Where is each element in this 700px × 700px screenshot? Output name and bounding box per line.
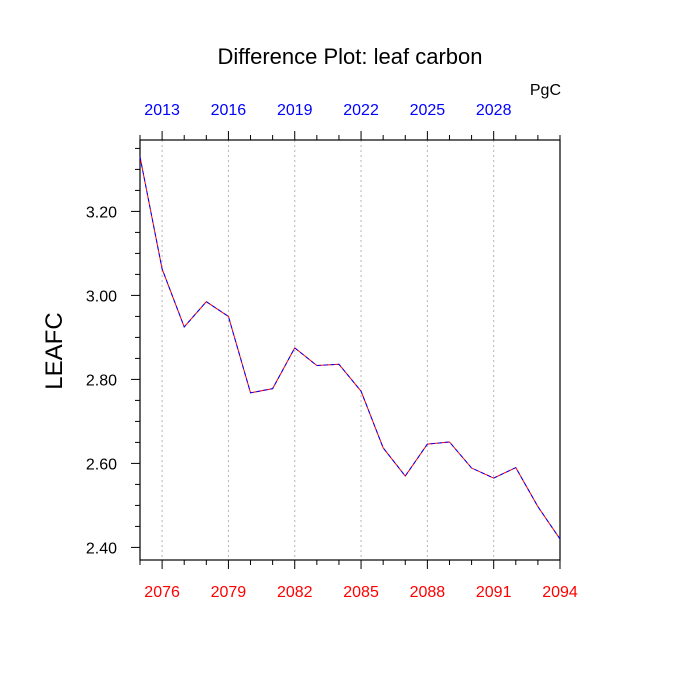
chart-title: Difference Plot: leaf carbon [218, 44, 483, 69]
unit-label: PgC [530, 82, 561, 99]
x-bottom-tick-label: 2085 [343, 584, 379, 601]
plot-frame [139, 139, 561, 561]
x-bottom-tick-label: 2082 [277, 584, 313, 601]
y-tick-label: 3.20 [86, 204, 117, 221]
x-bottom-tick-label: 2076 [144, 584, 180, 601]
y-tick-label: 2.80 [86, 372, 117, 389]
x-bottom-tick-label: 2088 [410, 584, 446, 601]
x-top-tick-label: 2025 [410, 102, 446, 119]
x-bottom-tick-label: 2094 [542, 584, 578, 601]
y-tick-label: 2.40 [86, 540, 117, 557]
x-top-tick-label: 2022 [343, 102, 379, 119]
grid-lines [161, 140, 495, 560]
x-top-tick-label: 2013 [144, 102, 180, 119]
y-axis-label: LEAFC [41, 312, 68, 389]
y-tick-label: 3.00 [86, 288, 117, 305]
x-top-tick-label: 2028 [476, 102, 512, 119]
y-tick-label: 2.60 [86, 456, 117, 473]
series-line-b [139, 156, 561, 540]
series-layer [139, 156, 561, 540]
axes: 2076 2079 2082 2085 2088 2091 2094 2013 2016 2019… [86, 102, 578, 601]
x-top-tick-label: 2019 [277, 102, 313, 119]
series-line-a [139, 156, 561, 540]
x-top-tick-label: 2016 [211, 102, 247, 119]
x-bottom-tick-label: 2079 [211, 584, 247, 601]
x-bottom-tick-label: 2091 [476, 584, 512, 601]
